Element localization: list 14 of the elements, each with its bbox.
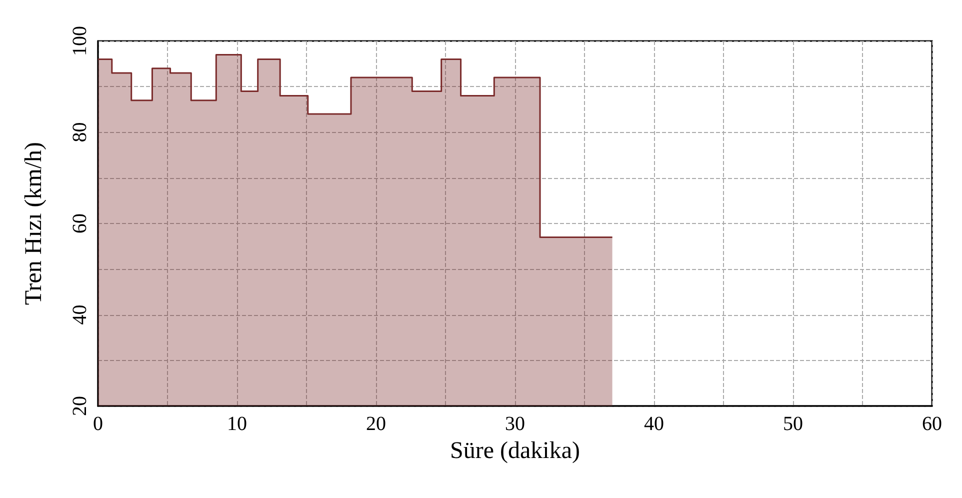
- x-tick-label: 10: [227, 413, 247, 435]
- x-tick-label: 20: [366, 413, 386, 435]
- y-tick-label: 40: [69, 304, 91, 325]
- y-tick-label: 80: [69, 122, 91, 142]
- y-tick-label: 20: [69, 396, 91, 416]
- x-tick-label: 50: [783, 413, 803, 435]
- x-tick-label: 0: [93, 413, 103, 435]
- x-tick-label: 30: [505, 413, 525, 435]
- y-tick-label: 100: [69, 26, 91, 56]
- y-tick-label: 60: [69, 214, 91, 234]
- x-tick-label: 40: [644, 413, 664, 435]
- x-tick-label: 60: [922, 413, 942, 435]
- y-axis-title: Tren Hızı (km/h): [21, 142, 47, 306]
- x-axis-title: Süre (dakika): [450, 438, 580, 464]
